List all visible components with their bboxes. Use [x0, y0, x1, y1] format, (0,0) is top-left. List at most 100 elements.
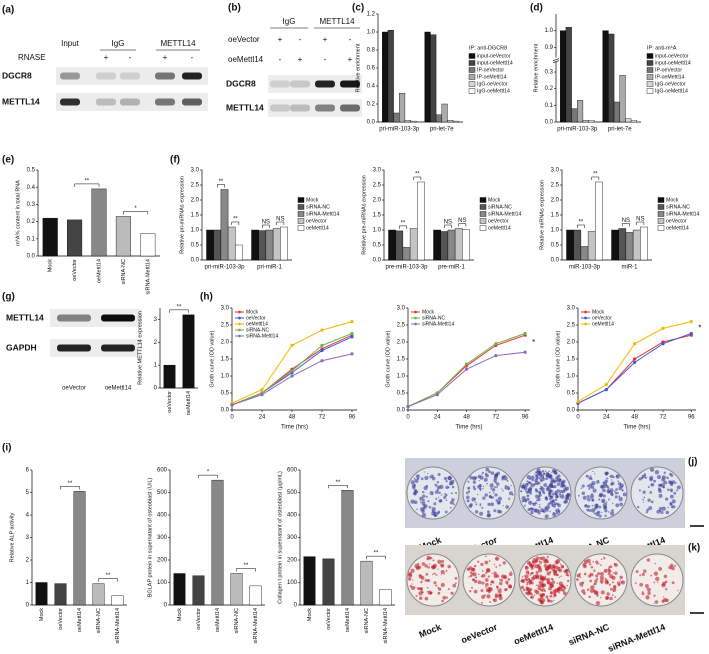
stain-dot	[674, 564, 677, 567]
stain-dot	[487, 575, 490, 578]
stain-dot	[421, 512, 427, 518]
bar	[566, 229, 574, 261]
sign: -	[324, 55, 327, 64]
x-tick-label: 72	[319, 415, 326, 421]
stain-dot	[418, 574, 421, 577]
y-tick-label: 2.5	[221, 323, 230, 329]
bar	[230, 573, 243, 606]
stain-dot	[635, 570, 639, 574]
stain-dot	[408, 573, 413, 578]
x-tick-label: pri-miR-103-3p	[204, 265, 245, 271]
stain-dot	[597, 562, 600, 565]
stain-dot	[502, 505, 504, 507]
legend-swatch	[646, 60, 654, 66]
y-tick-label: 2	[26, 558, 30, 564]
stain-dot	[605, 501, 608, 504]
legend-label: siRNA-NC	[488, 204, 512, 210]
treatment-label: oeVector	[228, 35, 260, 44]
bar	[382, 31, 389, 123]
significance-bracket	[236, 568, 256, 572]
significance-label: NS	[276, 217, 284, 223]
stain-dot	[489, 601, 491, 604]
stain-dot	[425, 495, 428, 498]
stain-dot	[469, 590, 472, 593]
stain-dot	[553, 506, 556, 508]
x-tick-label: 24	[259, 415, 266, 421]
stain-dot	[441, 564, 443, 567]
x-tick-label: 48	[631, 415, 638, 421]
stain-dot	[525, 490, 527, 492]
well	[406, 553, 460, 607]
stain-dot	[445, 569, 448, 572]
stain-dot	[527, 487, 533, 492]
row-label: DGCR8	[2, 70, 32, 80]
point	[661, 326, 665, 330]
bar	[632, 229, 641, 261]
stain-dot	[666, 476, 669, 480]
legend-marker	[238, 322, 241, 326]
y-tick-label: 3.0	[551, 168, 560, 174]
stain-dot	[661, 506, 666, 511]
stain-dot	[418, 591, 423, 596]
stain-dot	[606, 477, 608, 479]
stain-dot	[443, 496, 447, 500]
stain-dot	[478, 480, 480, 482]
y-tick-label: 1	[154, 363, 158, 369]
stain-dot	[543, 508, 546, 511]
y-tick-label: 0.2	[367, 102, 376, 108]
stain-dot	[539, 511, 541, 513]
bar	[402, 247, 411, 261]
stain-dot	[444, 510, 448, 514]
stain-dot	[609, 574, 614, 579]
stain-dot	[586, 508, 590, 512]
stain-dot	[482, 487, 484, 490]
stain-dot	[529, 501, 532, 503]
stain-dot	[553, 480, 557, 484]
x-tick-label: miR-1	[622, 265, 639, 271]
bar	[625, 232, 634, 261]
stain-dot	[599, 579, 604, 584]
stain-dot	[545, 477, 549, 481]
stain-dot	[469, 475, 473, 480]
stain-dot	[675, 482, 677, 484]
legend-label: IP-oeMettl14	[477, 74, 507, 80]
x-tick-label: miR-103-3p	[569, 265, 601, 271]
y-axis-label: Groth curve (OD value)	[385, 330, 391, 387]
stain-dot	[602, 488, 606, 493]
stain-dot	[435, 574, 438, 577]
legend-label: siRNA-Mettl14	[666, 211, 700, 217]
stain-dot	[613, 585, 617, 589]
stain-dot	[492, 598, 496, 601]
stain-dot	[562, 479, 566, 484]
stain-dot	[560, 575, 562, 577]
stain-dot	[653, 594, 656, 597]
stain-dot	[586, 485, 589, 488]
stain-dot	[530, 572, 533, 575]
stain-dot	[485, 571, 488, 574]
stain-dot	[612, 572, 615, 574]
legend-label: siRNA-NC	[666, 204, 690, 210]
sign: +	[348, 55, 353, 64]
row-label: METTL14	[226, 102, 264, 112]
x-tick-label: 0	[576, 415, 580, 421]
stain-dot	[598, 505, 602, 509]
stain-dot	[561, 489, 566, 493]
stain-dot	[548, 490, 551, 493]
y-tick-label: 0.5	[27, 168, 36, 174]
stain-dot	[526, 494, 530, 498]
stain-dot	[507, 578, 511, 581]
x-tick-label: 24	[603, 415, 610, 421]
y-tick-label: 2.0	[567, 340, 576, 346]
x-tick-label: oeMettl14	[215, 608, 221, 632]
y-axis-label: Relative METTL14 expression	[137, 311, 143, 385]
x-tick-label: pre-miR-1	[438, 265, 465, 271]
blot-band	[315, 104, 335, 112]
stain-dot	[497, 588, 499, 591]
bar	[265, 229, 274, 261]
stain-dot	[621, 489, 624, 491]
stain-dot	[565, 569, 568, 572]
stain-dot	[619, 579, 622, 581]
bar	[115, 216, 131, 257]
stain-dot	[531, 576, 535, 581]
stain-dot	[473, 564, 477, 568]
